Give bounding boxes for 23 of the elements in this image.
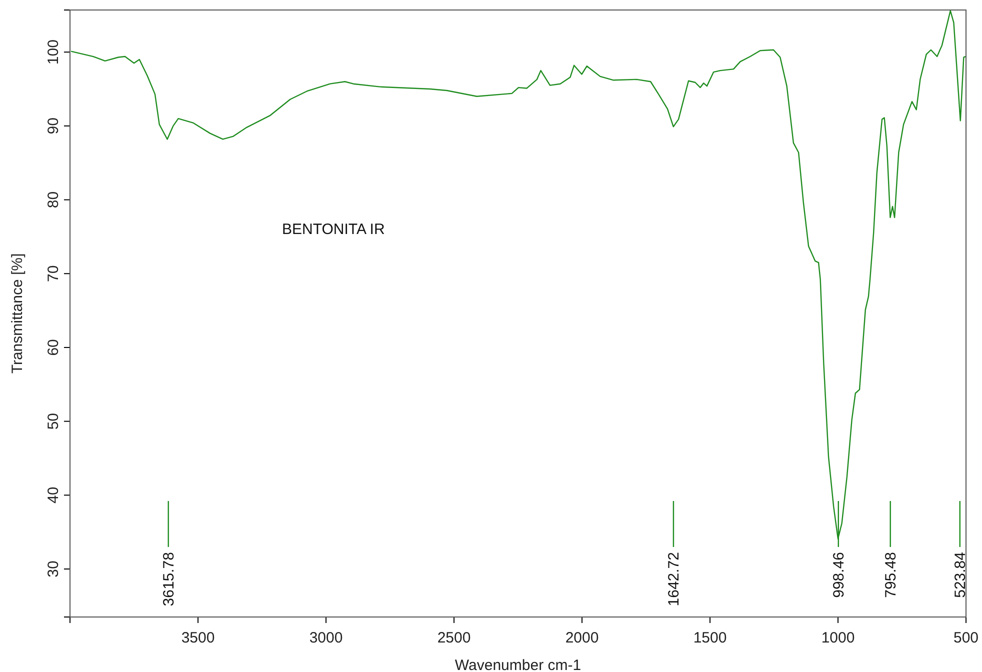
y-tick-label: 40 [45,486,62,504]
x-tick-label: 1500 [693,630,727,646]
x-tick-label: 3000 [309,630,343,646]
y-tick-label: 30 [45,560,62,578]
ref-line-label: 3615.78 [160,552,178,606]
y-tick-label: 90 [45,118,62,134]
x-tick-label: 2000 [565,630,599,646]
y-tick-label: 70 [45,265,62,282]
x-tick-label: 1000 [821,630,855,646]
x-tick-label: 3500 [181,630,215,646]
y-tick-label: 50 [45,412,62,430]
ref-line-label: 1642.72 [665,552,682,606]
y-axis-title: Transmittance [%] [9,253,26,374]
y-tick-label: 60 [45,339,62,356]
ref-line-label: 523.84 [952,552,969,598]
ref-line-label: 795.48 [882,552,900,598]
y-tick-label: 80 [45,191,62,208]
x-tick-label: 500 [953,630,979,646]
x-tick-label: 2500 [437,630,471,646]
y-tick-label: 100 [45,40,62,65]
x-axis-title: Wavenumber cm-1 [454,657,582,672]
ref-line-label: 998.46 [830,552,848,598]
annotation: BENTONITA IR [282,221,385,238]
